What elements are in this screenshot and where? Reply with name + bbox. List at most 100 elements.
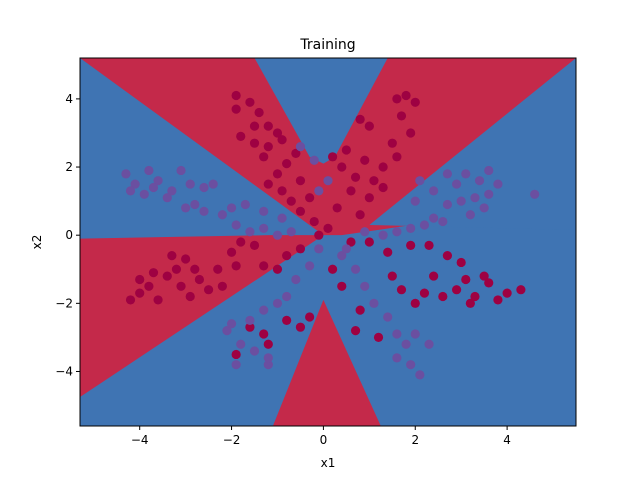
scatter-point-class-1 — [378, 230, 388, 240]
scatter-point-class-0 — [176, 281, 186, 291]
scatter-point-class-0 — [364, 237, 374, 247]
scatter-point-class-0 — [387, 138, 397, 148]
scatter-point-class-0 — [451, 285, 462, 295]
scatter-point-class-0 — [272, 264, 283, 274]
scatter-point-class-0 — [282, 159, 292, 169]
scatter-point-class-0 — [245, 97, 255, 107]
scatter-point-class-0 — [309, 216, 319, 227]
scatter-point-class-0 — [185, 291, 195, 302]
scatter-point-class-1 — [429, 186, 439, 196]
scatter-point-class-1 — [470, 193, 480, 203]
scatter-point-class-0 — [410, 97, 420, 107]
scatter-point-class-0 — [424, 240, 434, 251]
scatter-point-class-1 — [181, 203, 191, 213]
y-tick-label: 0 — [65, 228, 73, 242]
scatter-point-class-1 — [442, 199, 453, 210]
scatter-point-class-0 — [236, 237, 246, 247]
scatter-point-class-1 — [392, 353, 402, 363]
scatter-point-class-1 — [272, 230, 283, 240]
scatter-point-class-1 — [217, 210, 227, 220]
scatter-point-class-1 — [406, 360, 416, 370]
scatter-point-class-0 — [406, 128, 416, 138]
region-blue-1 — [80, 201, 576, 426]
scatter-point-class-1 — [305, 261, 315, 271]
scatter-point-class-1 — [410, 196, 420, 206]
scatter-point-class-1 — [226, 319, 237, 329]
scatter-point-class-1 — [231, 360, 241, 370]
scatter-point-class-1 — [383, 312, 393, 322]
scatter-point-class-1 — [277, 213, 287, 223]
x-axis-label: x1 — [321, 456, 336, 470]
scatter-point-class-0 — [484, 278, 494, 288]
scatter-point-class-0 — [392, 152, 402, 162]
scatter-point-class-0 — [364, 121, 374, 131]
scatter-point-class-0 — [272, 169, 283, 179]
scatter-point-class-0 — [259, 152, 269, 162]
scatter-point-class-0 — [337, 281, 347, 291]
scatter-point-class-0 — [272, 128, 283, 138]
scatter-point-class-1 — [369, 298, 379, 308]
scatter-point-class-0 — [470, 291, 480, 302]
scatter-point-class-0 — [291, 148, 301, 159]
scatter-point-class-1 — [245, 315, 255, 325]
scatter-point-class-0 — [516, 285, 526, 295]
scatter-point-class-1 — [314, 244, 324, 254]
scatter-point-class-1 — [249, 346, 260, 356]
scatter-point-class-1 — [323, 176, 333, 186]
scatter-point-class-0 — [286, 196, 296, 206]
y-tick-label: 2 — [65, 160, 73, 174]
scatter-point-class-0 — [438, 291, 448, 302]
scatter-point-class-1 — [263, 353, 273, 363]
scatter-point-class-0 — [190, 264, 200, 274]
scatter-point-class-0 — [355, 210, 365, 220]
scatter-point-class-1 — [272, 298, 283, 308]
scatter-point-class-1 — [291, 274, 301, 285]
scatter-point-class-0 — [360, 155, 370, 165]
scatter-point-class-0 — [373, 332, 384, 343]
x-tick-label: 2 — [411, 433, 419, 447]
scatter-point-class-0 — [153, 295, 163, 305]
scatter-point-class-0 — [181, 254, 191, 264]
scatter-point-class-0 — [493, 295, 503, 305]
scatter-point-class-1 — [282, 291, 292, 302]
x-axis-ticks: −4 −2 0 2 4 — [131, 426, 511, 447]
scatter-point-class-0 — [461, 274, 471, 285]
scatter-point-class-0 — [327, 264, 338, 274]
scatter-point-class-1 — [456, 196, 466, 206]
scatter-point-class-0 — [419, 288, 430, 298]
scatter-point-class-0 — [295, 244, 306, 254]
scatter-point-class-0 — [355, 114, 365, 124]
scatter-point-class-0 — [263, 121, 273, 131]
y-tick-label: 4 — [65, 92, 73, 106]
scatter-point-class-0 — [259, 261, 269, 271]
scatter-point-class-1 — [392, 329, 402, 339]
scatter-point-class-1 — [259, 223, 269, 233]
scatter-point-class-1 — [259, 206, 269, 216]
scatter-point-class-0 — [295, 206, 306, 216]
scatter-point-class-0 — [442, 251, 453, 261]
scatter-point-class-1 — [360, 281, 370, 291]
scatter-point-class-0 — [355, 305, 365, 315]
scatter-point-class-1 — [190, 199, 200, 210]
scatter-point-class-0 — [341, 145, 351, 155]
scatter-point-class-1 — [341, 244, 351, 254]
scatter-point-class-0 — [406, 240, 416, 251]
scatter-point-class-1 — [465, 210, 475, 220]
scatter-point-class-1 — [415, 370, 425, 380]
region-blue-3 — [254, 58, 388, 164]
scatter-point-class-1 — [199, 206, 209, 216]
scatter-point-class-1 — [148, 182, 159, 193]
scatter-point-class-0 — [148, 268, 159, 278]
y-axis-label: x2 — [30, 235, 44, 250]
scatter-point-class-0 — [392, 94, 402, 104]
scatter-point-class-0 — [350, 325, 361, 336]
scatter-point-class-1 — [406, 223, 416, 233]
scatter-point-class-1 — [240, 199, 250, 210]
scatter-point-class-0 — [429, 271, 439, 281]
scatter-point-class-0 — [249, 138, 260, 148]
scatter-point-class-0 — [231, 261, 241, 271]
scatter-point-class-0 — [337, 162, 347, 172]
scatter-point-class-0 — [263, 339, 273, 349]
scatter-point-class-0 — [369, 176, 379, 186]
scatter-point-class-0 — [378, 162, 388, 172]
